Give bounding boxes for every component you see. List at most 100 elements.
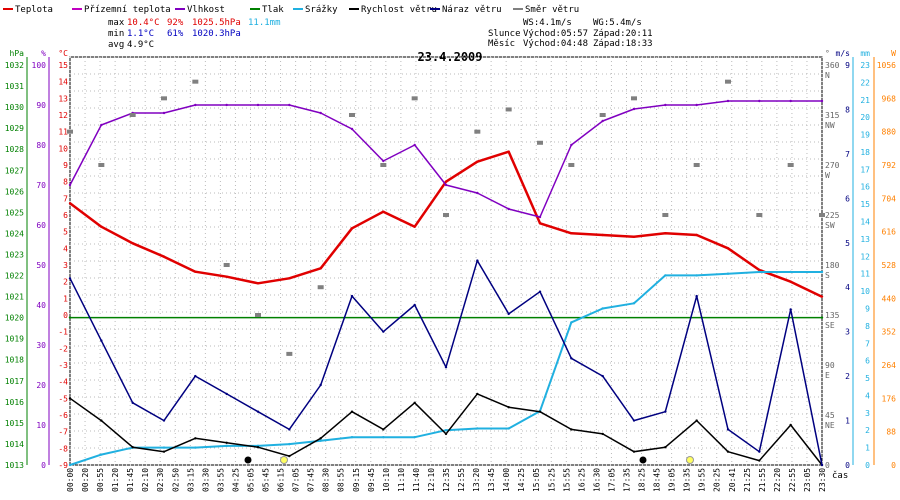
- data-point: [131, 446, 134, 449]
- wind-direction-point: [129, 113, 136, 117]
- wind-direction-point: [505, 107, 512, 112]
- stats-temperature: 4.9°C: [127, 40, 154, 50]
- pressure-axis-tick: 1029: [5, 124, 24, 133]
- precip-axis-tick: 6: [865, 357, 870, 366]
- wind-direction-point: [411, 96, 418, 101]
- temperature-axis-unit: °C: [58, 49, 68, 58]
- wind-direction-point: [693, 163, 700, 167]
- humidity-axis-tick: 50: [36, 261, 46, 270]
- radiation-axis-tick: 440: [882, 294, 897, 303]
- data-point: [444, 432, 448, 436]
- temperature-axis-tick: 4: [63, 244, 68, 253]
- wind-axis-tick: 0: [845, 461, 850, 470]
- data-point: [726, 99, 730, 103]
- x-tick: 23:30: [818, 468, 827, 492]
- humidity-axis-tick: 80: [36, 141, 46, 150]
- x-tick: 07:05: [292, 468, 301, 492]
- data-point: [601, 432, 604, 436]
- sun-set-marker: [686, 456, 694, 464]
- data-point: [131, 242, 134, 245]
- wind-direction-point: [568, 163, 575, 167]
- data-point: [319, 111, 322, 115]
- data-point: [570, 357, 573, 360]
- data-point: [476, 392, 479, 396]
- data-point: [100, 339, 103, 342]
- pressure-axis-tick: 1018: [5, 356, 24, 365]
- pressure-axis-tick: 1026: [5, 187, 24, 196]
- precip-axis-tick: 5: [865, 374, 870, 383]
- data-point: [413, 303, 416, 307]
- data-point: [350, 435, 354, 439]
- data-point: [507, 207, 510, 211]
- wind-direction-point: [67, 129, 73, 134]
- data-point: [601, 374, 604, 378]
- stats-label: max: [108, 18, 125, 28]
- data-point: [538, 290, 542, 293]
- x-tick: 15:55: [562, 468, 571, 492]
- data-point: [664, 274, 667, 277]
- pressure-axis-tick: 1027: [5, 166, 24, 175]
- temperature-axis-tick: 7: [63, 194, 68, 203]
- precip-axis-tick: 1: [865, 444, 870, 453]
- x-tick: 22:20: [773, 468, 782, 492]
- direction-axis-compass: SE: [825, 321, 835, 330]
- x-tick: 02:10: [141, 468, 150, 492]
- data-point: [68, 463, 72, 467]
- wind-direction-point: [317, 285, 324, 290]
- data-point: [507, 406, 510, 409]
- radiation-axis-tick: 0: [891, 461, 896, 470]
- temperature-axis-tick: -4: [58, 378, 68, 387]
- temperature-axis-tick: -2: [58, 344, 68, 353]
- data-point: [319, 439, 322, 442]
- pressure-axis-tick: 1023: [5, 250, 24, 259]
- temperature-axis-tick: -8: [58, 444, 68, 453]
- direction-axis-tick: 0: [825, 461, 830, 470]
- pressure-axis-tick: 1016: [5, 398, 24, 407]
- pressure-axis-tick: 1028: [5, 145, 24, 154]
- x-tick: 08:55: [337, 468, 346, 492]
- precip-axis-tick: 19: [860, 131, 870, 140]
- data-point: [319, 267, 322, 270]
- x-tick: 14:25: [517, 468, 526, 492]
- legend-label: Rychlost větru: [361, 5, 437, 15]
- data-point: [476, 427, 479, 430]
- data-point: [695, 419, 698, 422]
- data-point: [632, 235, 636, 238]
- data-point: [350, 227, 354, 230]
- data-point: [758, 270, 761, 274]
- legend-label: Vlhkost: [187, 5, 225, 15]
- precip-axis-tick: 17: [860, 165, 870, 174]
- plot-area: [67, 79, 825, 467]
- humidity-axis-tick: 100: [32, 61, 47, 70]
- precip-axis-tick: 11: [860, 270, 870, 279]
- axes: hPa1032103110301029102810271026102510241…: [5, 49, 896, 492]
- data-point: [507, 427, 510, 430]
- precip-axis-tick: 23: [860, 61, 870, 70]
- data-point: [538, 222, 542, 225]
- stats-panel: max 10.4°C 92% 1025.5hPa 11.1mm min 1.1°C 61% 10…: [108, 18, 281, 50]
- stats-temperature: 1.1°C: [127, 29, 154, 39]
- stats-pressure: 1025.5hPa: [192, 18, 241, 28]
- data-point: [570, 143, 573, 147]
- wind-axis-tick: 1: [845, 417, 850, 426]
- wind-direction-point: [474, 129, 481, 134]
- moon-rise-marker: [244, 456, 252, 464]
- humidity-axis-tick: 90: [36, 101, 46, 110]
- legend-label: Srážky: [305, 5, 338, 15]
- data-point: [820, 295, 824, 298]
- wind-axis-tick: 6: [845, 194, 850, 203]
- x-tick: 21:25: [743, 468, 752, 492]
- pressure-axis-tick: 1014: [5, 440, 24, 449]
- radiation-axis-tick: 264: [882, 361, 897, 370]
- temperature-axis-tick: 9: [63, 161, 68, 170]
- data-point: [726, 428, 730, 431]
- stats-humidity: 92%: [167, 18, 184, 28]
- wind-direction-point: [662, 213, 669, 217]
- pressure-axis-tick: 1013: [5, 461, 24, 470]
- x-tick: 21:55: [758, 468, 767, 492]
- data-point: [100, 419, 103, 422]
- temperature-axis-tick: 2: [63, 278, 68, 287]
- data-point: [570, 428, 573, 431]
- sun-label: Slunce: [488, 29, 521, 39]
